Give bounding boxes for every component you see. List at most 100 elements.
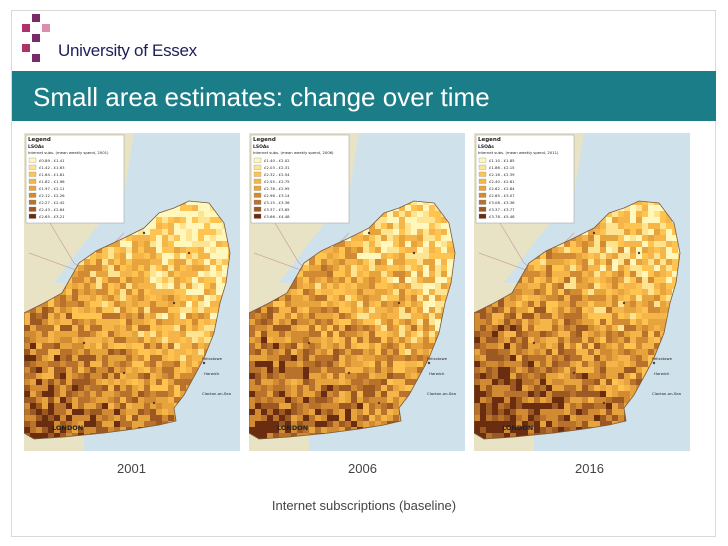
legend-swatch bbox=[253, 199, 262, 205]
place-label: Clacton-on-Sea bbox=[202, 391, 231, 396]
legend-swatch bbox=[28, 213, 37, 219]
legend-title: Legend bbox=[28, 137, 51, 143]
region-outline bbox=[249, 200, 456, 440]
logo-mark-icon bbox=[22, 14, 50, 62]
legend-swatch bbox=[478, 171, 487, 177]
legend-class-label: £2.62 - £2.84 bbox=[489, 186, 515, 191]
legend-class-label: £3.37 - £3.77 bbox=[489, 207, 515, 212]
legend-swatch bbox=[478, 164, 487, 170]
legend-swatch bbox=[478, 185, 487, 191]
legend-class-label: £3.15 - £3.36 bbox=[264, 200, 290, 205]
city-label-london: LONDON bbox=[52, 424, 83, 432]
region-outline bbox=[24, 200, 231, 440]
map-2016: Legend LSOAs Internet subs. (mean weekly s… bbox=[474, 133, 690, 451]
legend-swatch bbox=[28, 199, 37, 205]
legend-class-label: £3.66 - £4.48 bbox=[264, 214, 290, 219]
legend-class-label: £2.85 - £3.07 bbox=[489, 193, 515, 198]
city-label-london: LONDON bbox=[277, 424, 308, 432]
slide-title: Small area estimates: change over time bbox=[33, 82, 490, 112]
place-label: Felixstowe bbox=[427, 356, 448, 361]
legend-swatch bbox=[28, 164, 37, 170]
legend-swatch bbox=[253, 157, 262, 163]
year-label-2001: 2001 bbox=[117, 461, 146, 476]
slide-frame bbox=[11, 10, 716, 537]
legend-swatch bbox=[253, 213, 262, 219]
legend-class-label: £2.76 - £2.95 bbox=[264, 186, 290, 191]
legend-swatch bbox=[253, 178, 262, 184]
legend-swatch bbox=[478, 192, 487, 198]
legend-swatch bbox=[28, 206, 37, 212]
legend-swatch bbox=[478, 199, 487, 205]
legend-swatch bbox=[253, 171, 262, 177]
legend-class-label: £1.97 - £2.11 bbox=[39, 186, 65, 191]
legend-class-label: £2.03 - £2.31 bbox=[264, 165, 290, 170]
region-outline bbox=[474, 200, 681, 440]
figure-caption: Internet subscriptions (baseline) bbox=[271, 498, 457, 513]
title-banner bbox=[12, 71, 716, 121]
legend-class-label: £2.12 - £2.26 bbox=[39, 193, 65, 198]
legend-swatch bbox=[28, 192, 37, 198]
legend-class-label: £1.64 - £1.81 bbox=[39, 172, 65, 177]
legend-layer: LSOAs bbox=[478, 144, 494, 150]
university-logo: University of Essex bbox=[22, 14, 197, 64]
place-label: Clacton-on-Sea bbox=[427, 391, 456, 396]
map-2001: Legend LSOAs Internet subs. (mean weekly s… bbox=[24, 133, 240, 451]
legend-swatch bbox=[478, 206, 487, 212]
legend-variable: Internet subs. (mean weekly spend, 2011) bbox=[478, 150, 559, 155]
place-label: Harwich bbox=[429, 371, 445, 376]
legend-swatch bbox=[28, 157, 37, 163]
place-label: Harwich bbox=[204, 371, 220, 376]
legend-class-label: £1.86 - £2.15 bbox=[489, 165, 515, 170]
legend-swatch bbox=[478, 178, 487, 184]
legend-swatch bbox=[28, 185, 37, 191]
legend-title: Legend bbox=[253, 137, 276, 143]
city-label-london: LONDON bbox=[502, 424, 533, 432]
legend-class-label: £2.96 - £3.14 bbox=[264, 193, 290, 198]
legend-class-label: £2.27 - £2.42 bbox=[39, 200, 65, 205]
legend-class-label: £1.40 - £2.02 bbox=[264, 158, 290, 163]
legend-swatch bbox=[253, 192, 262, 198]
legend-swatch bbox=[28, 178, 37, 184]
legend-swatch bbox=[253, 206, 262, 212]
legend-swatch bbox=[253, 185, 262, 191]
legend-class-label: £3.37 - £3.65 bbox=[264, 207, 290, 212]
town-markers bbox=[532, 231, 656, 405]
legend-class-label: £2.65 - £3.21 bbox=[39, 214, 65, 219]
legend-variable: Internet subs. (mean weekly spend, 2001) bbox=[28, 150, 109, 155]
legend-class-label: £3.08 - £3.36 bbox=[489, 200, 515, 205]
year-label-2016: 2016 bbox=[575, 461, 604, 476]
legend-swatch bbox=[478, 213, 487, 219]
town-markers bbox=[307, 231, 431, 405]
legend-layer: LSOAs bbox=[253, 144, 269, 150]
legend-swatch bbox=[28, 171, 37, 177]
legend-layer: LSOAs bbox=[28, 144, 44, 150]
legend-variable: Internet subs. (mean weekly spend, 2006) bbox=[253, 150, 334, 155]
legend-class-label: £1.82 - £1.96 bbox=[39, 179, 65, 184]
map-2006: Legend LSOAs Internet subs. (mean weekly s… bbox=[249, 133, 465, 451]
legend-class-label: £2.32 - £2.54 bbox=[264, 172, 290, 177]
legend-class-label: £2.43 - £2.64 bbox=[39, 207, 65, 212]
place-label: Harwich bbox=[654, 371, 670, 376]
legend-class-label: £1.42 - £1.63 bbox=[39, 165, 65, 170]
legend-class-label: £2.40 - £2.61 bbox=[489, 179, 515, 184]
place-label: Clacton-on-Sea bbox=[652, 391, 681, 396]
legend-class-label: £0.89 - £1.41 bbox=[39, 158, 65, 163]
place-label: Felixstowe bbox=[202, 356, 223, 361]
legend-class-label: £3.78 - £5.48 bbox=[489, 214, 515, 219]
legend-class-label: £1.10 - £1.85 bbox=[489, 158, 515, 163]
legend-class-label: £2.16 - £2.39 bbox=[489, 172, 515, 177]
logo-text: University of Essex bbox=[58, 41, 197, 60]
legend-swatch bbox=[253, 164, 262, 170]
legend-swatch bbox=[478, 157, 487, 163]
legend-title: Legend bbox=[478, 137, 501, 143]
place-label: Felixstowe bbox=[652, 356, 673, 361]
year-label-2006: 2006 bbox=[348, 461, 377, 476]
town-markers bbox=[82, 231, 206, 405]
legend-class-label: £2.55 - £2.75 bbox=[264, 179, 290, 184]
